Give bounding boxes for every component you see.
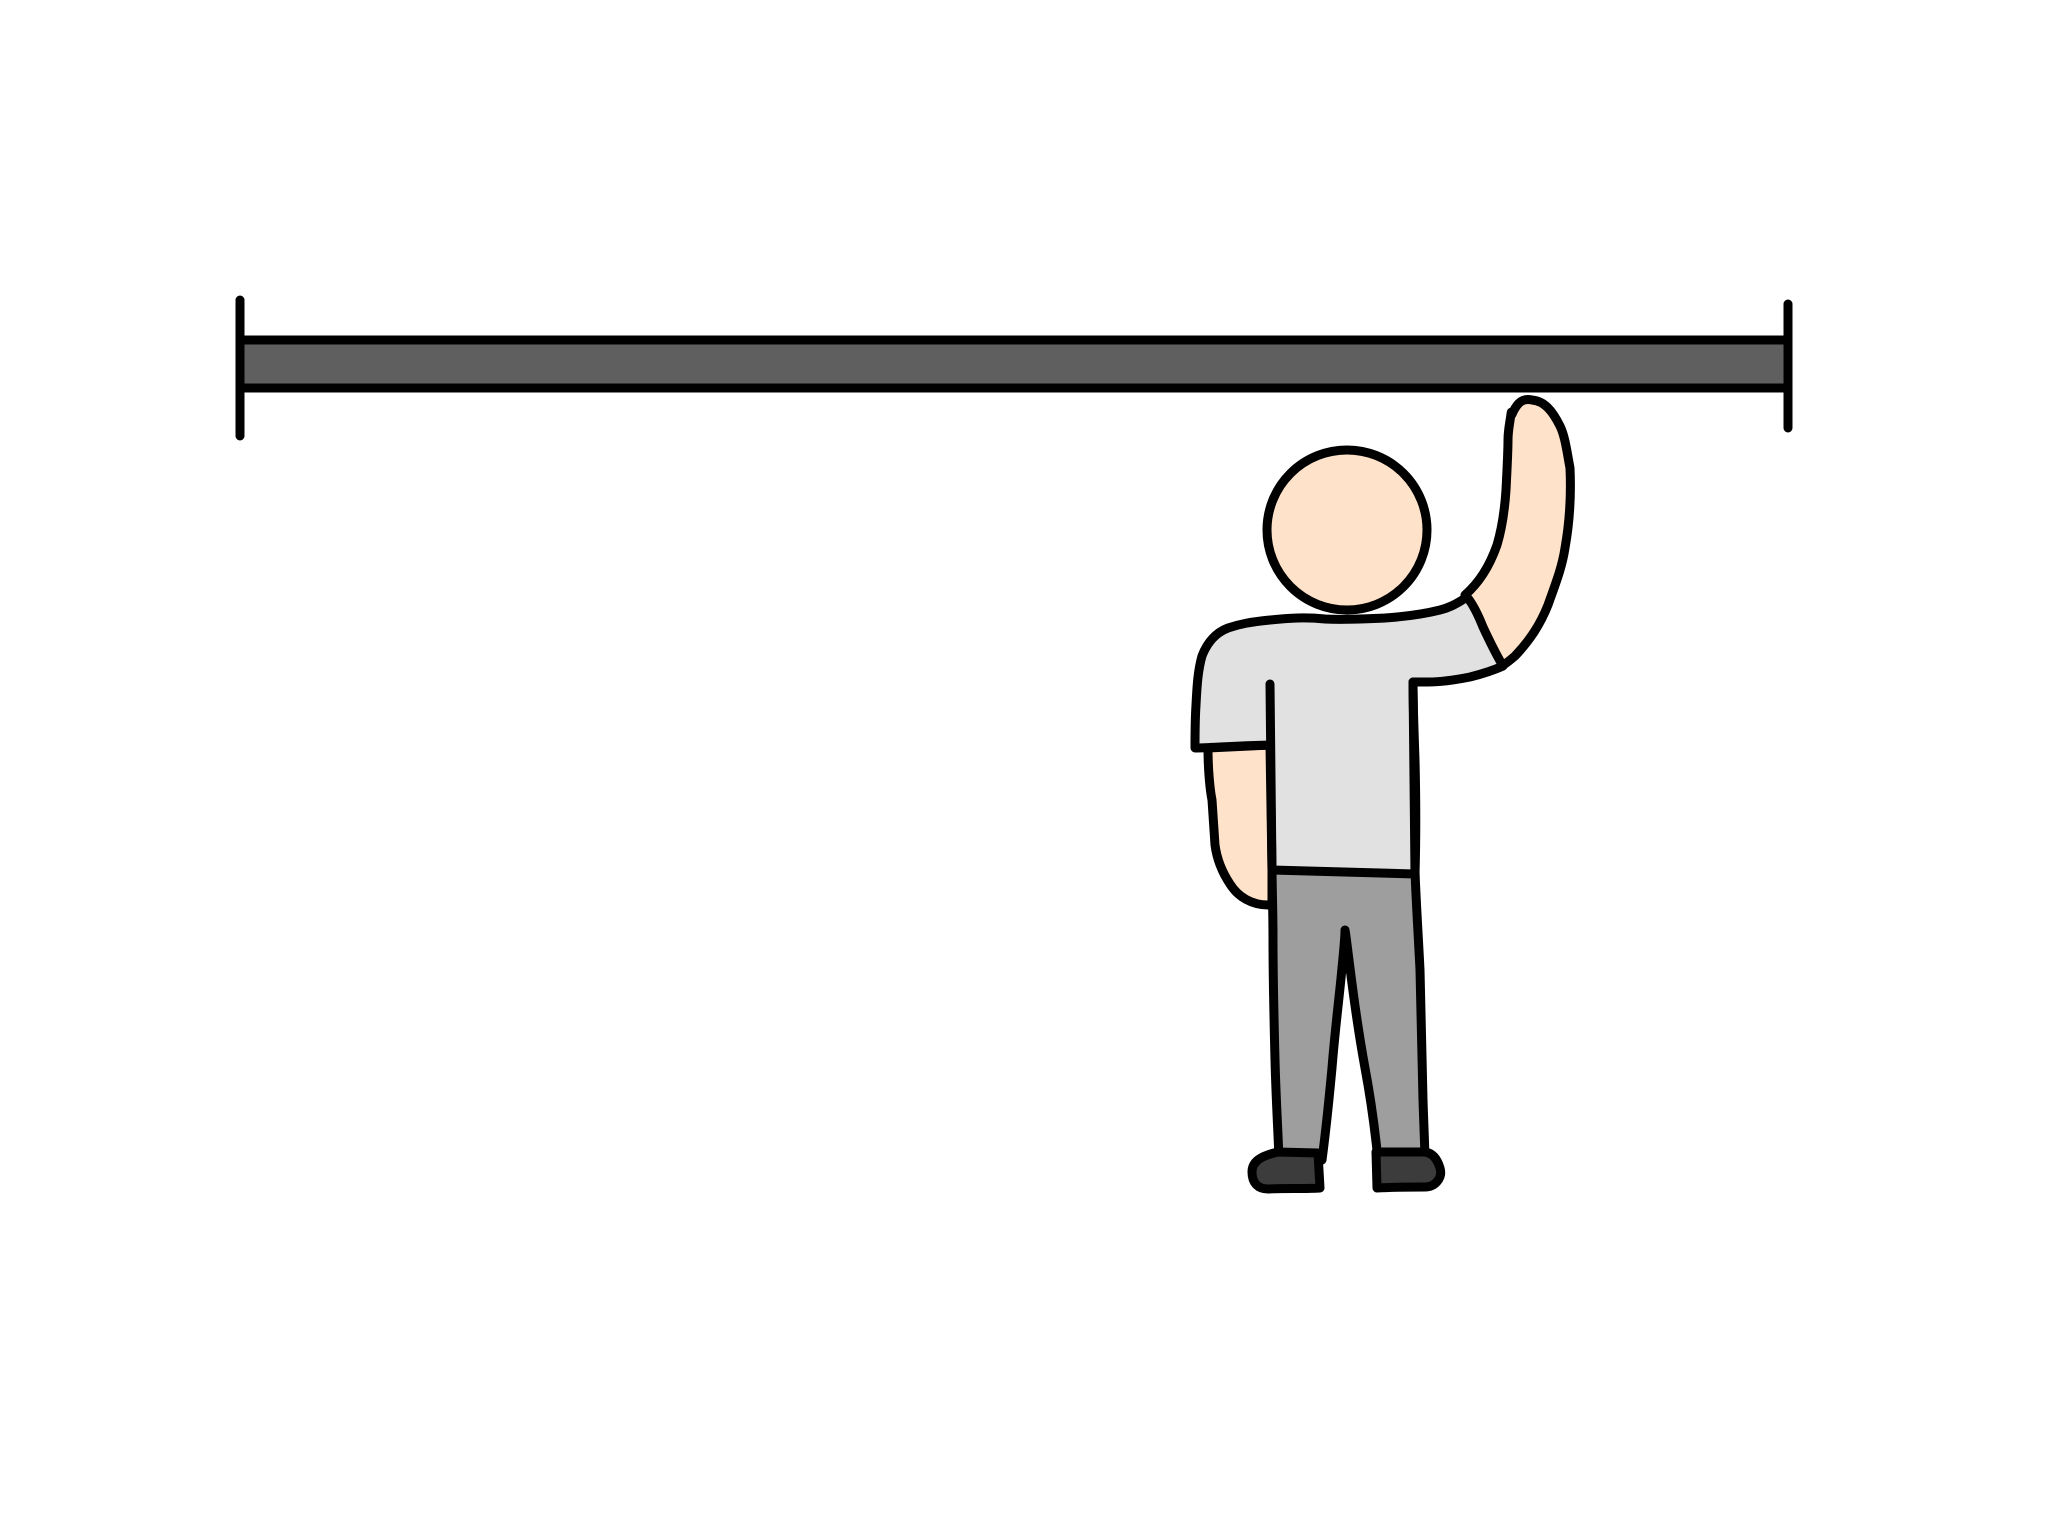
person-figure [1190,395,1575,1194]
bar-body [235,335,1793,393]
pants [1267,861,1430,1165]
head [1262,445,1432,615]
shirt-side-line-left [1265,679,1277,875]
right-shoe [1371,1147,1446,1193]
left-shoe [1247,1147,1325,1194]
horizontal-bar [235,295,1793,441]
shirt-side-line-right [1408,677,1420,879]
lower-arm [1203,740,1277,910]
